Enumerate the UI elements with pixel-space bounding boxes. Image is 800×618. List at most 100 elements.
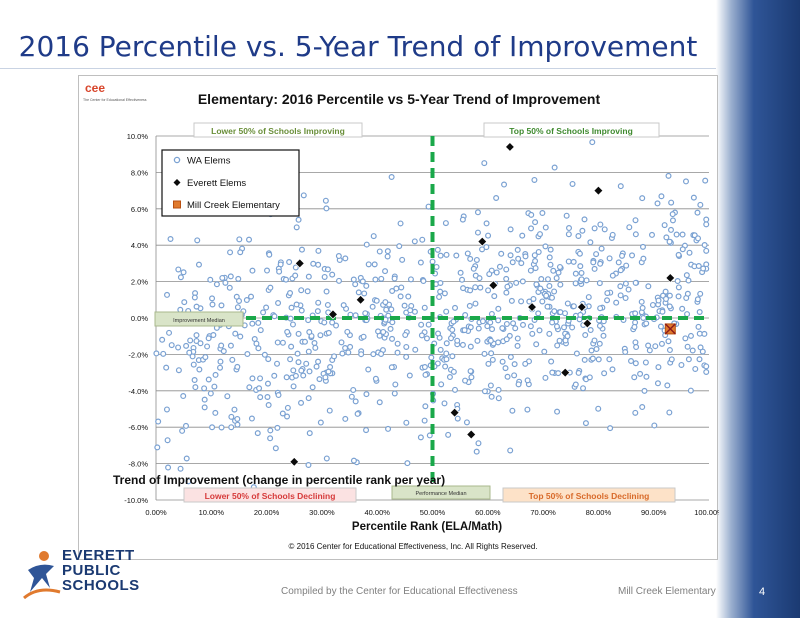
wa-elem-point bbox=[196, 366, 203, 373]
y-tick-labels: 10.0% 8.0% 6.0% 4.0% 2.0% 0.0% -2.0% -4.0% -6.0%… bbox=[124, 132, 148, 505]
wa-elem-point bbox=[633, 344, 640, 351]
wa-elem-point bbox=[362, 310, 369, 317]
wa-elem-point bbox=[236, 236, 243, 243]
wa-elem-point bbox=[557, 309, 564, 316]
wa-elem-point bbox=[300, 372, 307, 379]
wa-elem-point bbox=[244, 351, 251, 358]
wa-elem-point bbox=[495, 305, 502, 312]
wa-elem-point bbox=[443, 350, 450, 357]
footer-credit: Compiled by the Center for Educational E… bbox=[281, 586, 518, 597]
wa-elem-point bbox=[554, 342, 561, 349]
wa-elem-point bbox=[363, 427, 370, 434]
wa-elem-point bbox=[342, 255, 349, 262]
wa-elem-point bbox=[639, 243, 646, 250]
everett-elem-point bbox=[560, 367, 571, 378]
wa-elem-point bbox=[295, 330, 302, 337]
wa-elem-point bbox=[433, 263, 440, 270]
wa-elem-point bbox=[467, 343, 474, 350]
wa-elem-point bbox=[210, 332, 217, 339]
wa-elem-point bbox=[632, 409, 639, 416]
copyright-note: © 2016 Center for Educational Effectiven… bbox=[289, 542, 538, 551]
wa-elem-point bbox=[532, 265, 539, 272]
wa-elem-point bbox=[461, 327, 468, 334]
x-tick-label: 50.00% bbox=[420, 508, 446, 517]
wa-elem-point bbox=[345, 349, 352, 356]
wa-elem-point bbox=[243, 297, 250, 304]
wa-elem-point bbox=[201, 396, 208, 403]
wa-elem-point bbox=[481, 350, 488, 357]
wa-elem-point bbox=[619, 252, 626, 259]
wa-elem-point bbox=[355, 289, 362, 296]
wa-elem-point bbox=[479, 246, 486, 253]
wa-elem-point bbox=[622, 349, 629, 356]
wa-elem-point bbox=[617, 283, 624, 290]
wa-elem-point bbox=[595, 356, 602, 363]
wa-elem-point bbox=[248, 415, 255, 422]
wa-elem-point bbox=[284, 328, 291, 335]
wa-elem-point bbox=[434, 246, 441, 253]
everett-elem-point bbox=[477, 236, 488, 247]
wa-elem-point bbox=[637, 370, 644, 377]
wa-elem-point bbox=[442, 220, 449, 227]
wa-elem-point bbox=[300, 192, 307, 199]
wa-elem-point bbox=[420, 278, 427, 285]
wa-elem-point bbox=[548, 358, 555, 365]
wa-elem-point bbox=[224, 393, 231, 400]
legend-wa-marker bbox=[173, 156, 181, 164]
wa-elem-point bbox=[555, 370, 562, 377]
wa-elem-point bbox=[306, 430, 313, 437]
everett-elem-point bbox=[593, 185, 604, 196]
wa-elem-point bbox=[532, 258, 539, 265]
wa-elem-point bbox=[485, 287, 492, 294]
wa-elem-point bbox=[202, 354, 209, 361]
mill-creek-series bbox=[664, 323, 676, 335]
wa-elem-point bbox=[443, 251, 450, 258]
wa-elem-point bbox=[397, 220, 404, 227]
wa-elem-point bbox=[288, 304, 295, 311]
wa-elem-point bbox=[385, 425, 392, 432]
wa-elem-point bbox=[617, 292, 624, 299]
wa-elem-point bbox=[228, 424, 235, 431]
wa-elem-point bbox=[536, 327, 543, 334]
wa-elem-point bbox=[549, 319, 556, 326]
wa-elem-point bbox=[551, 164, 558, 171]
wa-elem-point bbox=[219, 274, 226, 281]
wa-elem-point bbox=[347, 343, 354, 350]
y-tick-label: -10.0% bbox=[124, 496, 148, 505]
wa-elem-point bbox=[164, 291, 171, 298]
wa-elem-point bbox=[703, 221, 710, 228]
wa-elem-point bbox=[385, 312, 392, 319]
wa-elem-point bbox=[489, 356, 496, 363]
wa-elem-point bbox=[694, 209, 701, 216]
x-tick-labels: 0.00% 10.00% 20.00% 30.00% 40.00% 50.00% 60.00… bbox=[145, 508, 724, 517]
wa-elem-point bbox=[508, 297, 515, 304]
wa-elem-point bbox=[549, 369, 556, 376]
wa-elem-point bbox=[293, 301, 300, 308]
wa-elem-point bbox=[642, 359, 649, 366]
wa-elem-point bbox=[646, 347, 653, 354]
wa-elem-point bbox=[350, 386, 357, 393]
wa-elem-point bbox=[294, 350, 301, 357]
wa-elem-point bbox=[694, 296, 701, 303]
wa-elem-point bbox=[674, 278, 681, 285]
wa-elem-point bbox=[321, 319, 328, 326]
wa-elem-point bbox=[255, 319, 262, 326]
wa-elem-point bbox=[579, 227, 586, 234]
wa-elem-point bbox=[335, 277, 342, 284]
wa-elem-point bbox=[325, 368, 332, 375]
wa-elem-point bbox=[352, 281, 359, 288]
wa-elem-point bbox=[394, 349, 401, 356]
wa-elem-point bbox=[639, 195, 646, 202]
wa-elem-point bbox=[195, 261, 202, 268]
wa-elem-point bbox=[542, 224, 549, 231]
x-tick-label: 80.00% bbox=[586, 508, 612, 517]
wa-elem-point bbox=[496, 263, 503, 270]
wa-elem-point bbox=[312, 344, 319, 351]
wa-elem-point bbox=[532, 219, 539, 226]
wa-elem-point bbox=[485, 232, 492, 239]
wa-elem-point bbox=[472, 300, 479, 307]
wa-elem-point bbox=[279, 410, 286, 417]
wa-elem-point bbox=[663, 295, 670, 302]
wa-elem-point bbox=[703, 216, 710, 223]
wa-elem-point bbox=[641, 387, 648, 394]
